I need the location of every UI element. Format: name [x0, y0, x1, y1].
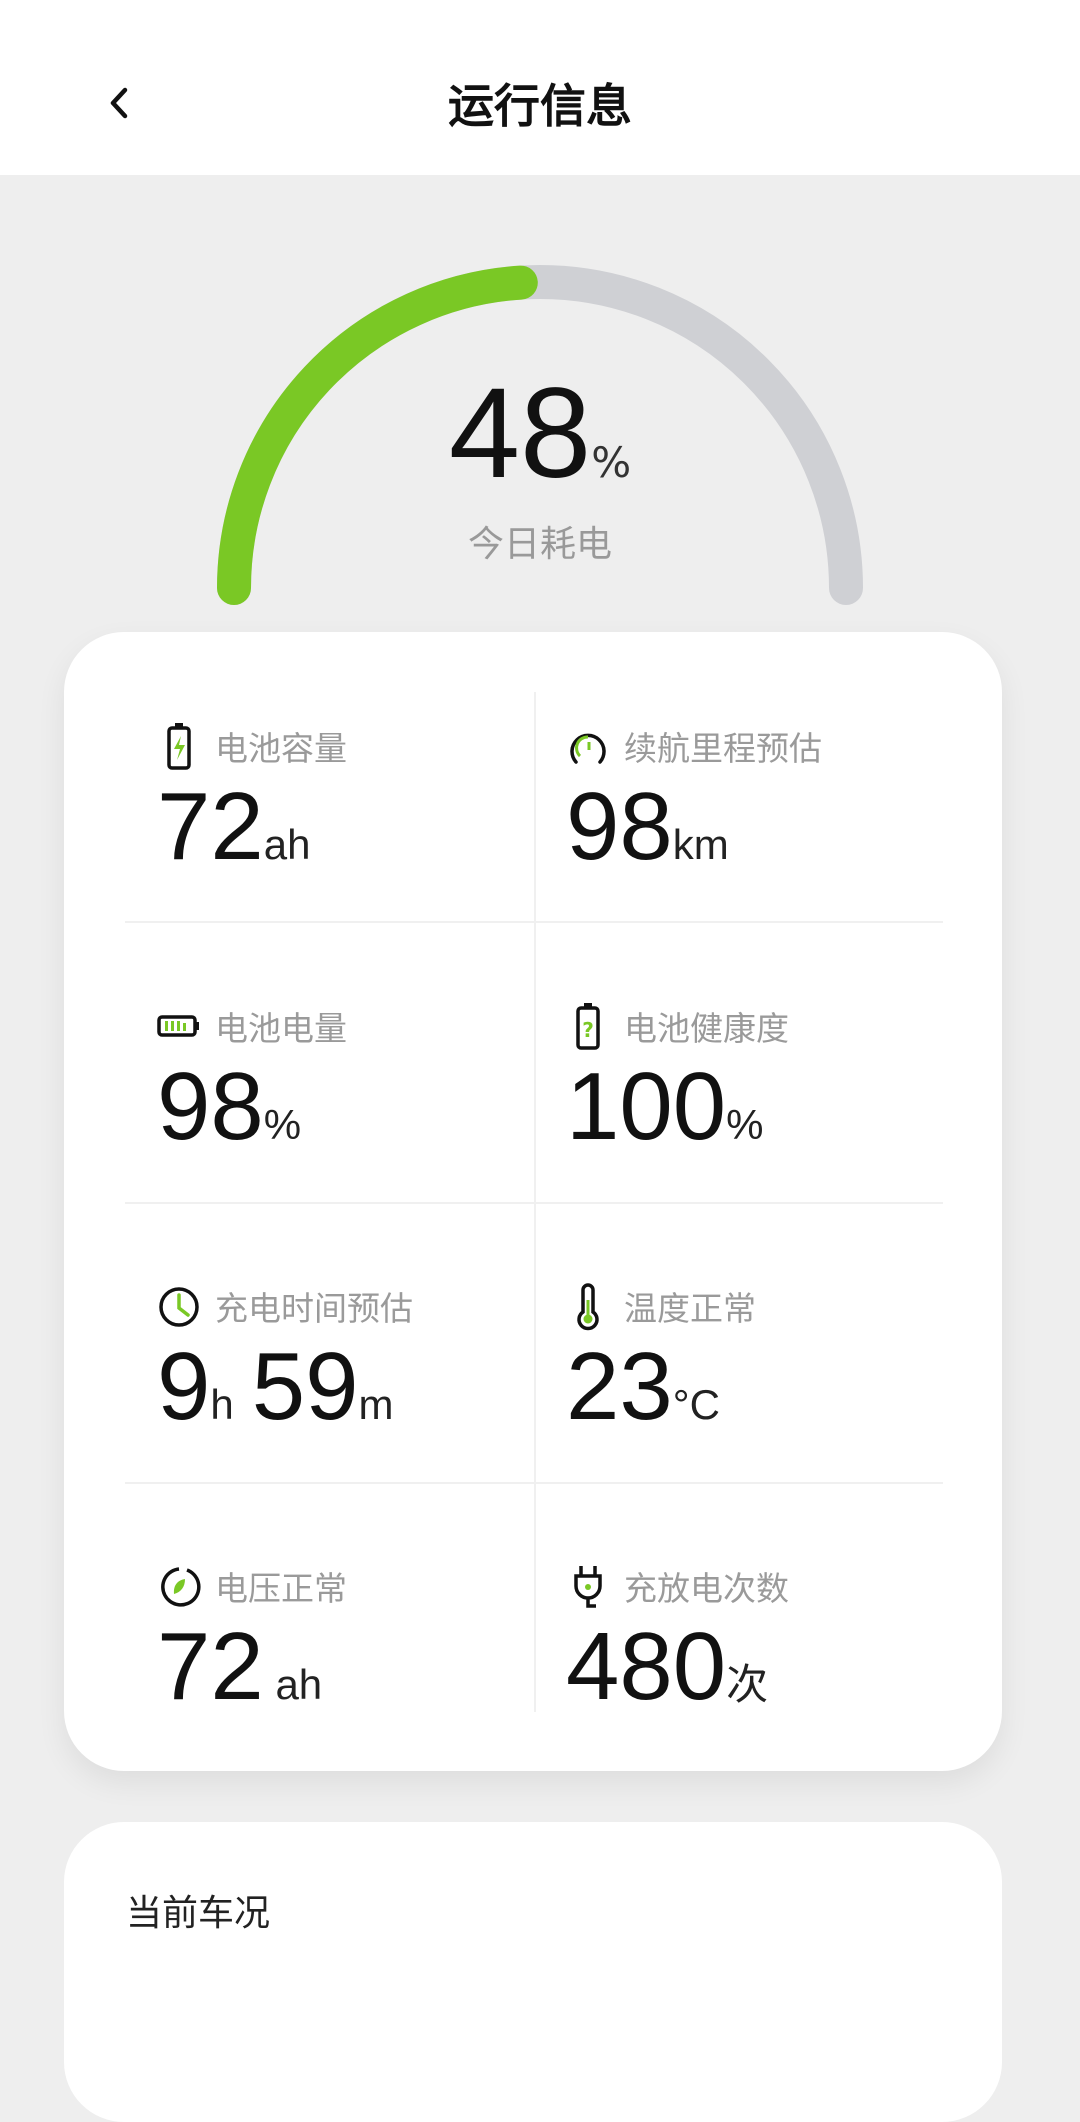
stat-label-row: 充放电次数	[566, 1560, 789, 1612]
stat-cell: 温度正常 23°C	[534, 1252, 943, 1532]
battery-level-icon	[157, 1015, 199, 1037]
stat-label-row: 续航里程预估	[566, 720, 822, 772]
gauge-unit: %	[591, 438, 632, 487]
stat-unit: ah	[263, 821, 311, 868]
stat-value-row: 72ah	[157, 772, 311, 882]
stat-label: 充电时间预估	[215, 1289, 413, 1328]
chevron-left-icon[interactable]	[95, 78, 145, 128]
stat-value-row: 98km	[566, 772, 729, 882]
stat-unit: 次	[726, 1661, 769, 1708]
stat-unit: °C	[672, 1381, 720, 1428]
stat-unit: %	[726, 1101, 764, 1148]
stat-value-row: 9h 59m	[157, 1332, 394, 1442]
stat-label-row: 电池容量	[157, 720, 347, 772]
stat-value: 72	[157, 773, 264, 880]
stats-grid: 电池容量 72ah 续航里程预估 98km 电池电量 98%? 电池健康度 100% 充电时间预…	[125, 692, 943, 1720]
gauge-fill	[217, 265, 538, 605]
stat-value-row: 72 ah	[157, 1612, 322, 1722]
stat-value-row: 100%	[566, 1052, 764, 1162]
battery-health-icon: ?	[576, 1003, 600, 1050]
stat-unit: %	[263, 1101, 302, 1148]
stat-label: 电压正常	[215, 1569, 347, 1608]
speedometer-icon	[570, 733, 606, 764]
consumption-gauge	[217, 265, 863, 605]
svg-text:?: ?	[582, 1018, 594, 1042]
stat-cell: 电池电量 98%	[125, 972, 534, 1252]
stat-label: 电池健康度	[624, 1009, 789, 1048]
battery-charge-icon	[167, 723, 191, 770]
stat-label-row: 充电时间预估	[157, 1280, 413, 1332]
vehicle-status-card: 当前车况	[64, 1822, 1002, 2122]
stat-label-row: 电池电量	[157, 1000, 347, 1052]
stat-label: 充放电次数	[624, 1569, 789, 1608]
stat-unit: h	[210, 1381, 234, 1428]
stat-unit: ah	[263, 1661, 323, 1708]
stat-value: 98	[157, 1053, 264, 1160]
plug-icon	[574, 1566, 602, 1608]
stat-unit: km	[672, 821, 729, 868]
clock-icon	[159, 1287, 199, 1327]
stat-cell: ? 电池健康度 100%	[534, 972, 943, 1252]
stat-label-row: ? 电池健康度	[566, 1000, 789, 1052]
stat-value: 100	[566, 1053, 727, 1160]
gauge-number: 48	[448, 362, 592, 505]
divider	[125, 921, 943, 923]
stat-value-row: 23°C	[566, 1332, 720, 1442]
stat-value: 98	[566, 773, 673, 880]
stat-unit: m	[358, 1381, 394, 1428]
stat-value: 72	[157, 1613, 264, 1720]
stat-value: 59	[251, 1333, 359, 1440]
stat-label: 电池电量	[215, 1009, 347, 1048]
stat-cell: 电池容量 72ah	[125, 692, 534, 972]
stat-value: 23	[566, 1333, 673, 1440]
section-title: 当前车况	[126, 1893, 271, 1934]
stat-value: 480	[566, 1613, 727, 1720]
stat-cell: 电压正常 72 ah	[125, 1532, 534, 1812]
gauge-value: 48%	[0, 360, 1080, 507]
voltage-leaf-icon	[161, 1567, 201, 1607]
stat-cell: 充电时间预估 9h 59m	[125, 1252, 534, 1532]
stat-label: 续航里程预估	[624, 729, 822, 768]
stat-cell: 充放电次数 480次	[534, 1532, 943, 1812]
page-title: 运行信息	[448, 79, 632, 133]
stat-label-row: 电压正常	[157, 1560, 347, 1612]
stat-value-row: 480次	[566, 1612, 768, 1722]
thermometer-icon	[577, 1283, 599, 1331]
top-bar: 运行信息	[0, 0, 1080, 175]
stat-label: 电池容量	[215, 729, 347, 768]
stat-value-row: 98%	[157, 1052, 301, 1162]
battery-stats-card: 电池容量 72ah 续航里程预估 98km 电池电量 98%? 电池健康度 100% 充电时间预…	[64, 632, 1002, 1771]
divider	[125, 1202, 943, 1204]
stat-label-row: 温度正常	[566, 1280, 756, 1332]
stat-value: 9	[157, 1333, 211, 1440]
stat-label: 温度正常	[624, 1289, 756, 1328]
divider	[125, 1482, 943, 1484]
gauge-label: 今日耗电	[467, 524, 612, 565]
stat-cell: 续航里程预估 98km	[534, 692, 943, 972]
